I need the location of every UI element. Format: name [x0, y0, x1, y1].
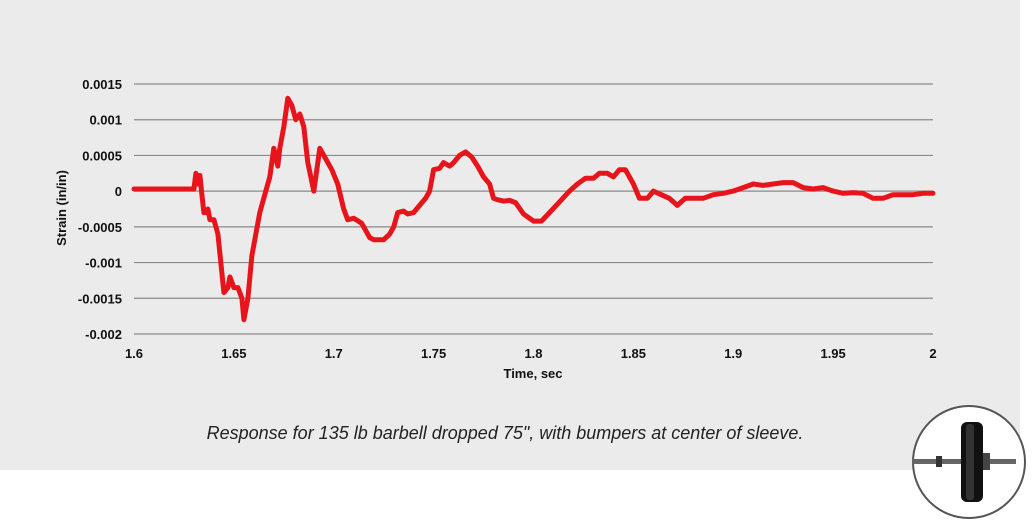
- y-tick-label: -0.0005: [78, 220, 122, 235]
- x-tick-label: 1.7: [325, 346, 343, 361]
- y-tick-label: -0.0015: [78, 291, 122, 306]
- chart-caption: Response for 135 lb barbell dropped 75",…: [206, 423, 804, 443]
- strain-chart: 0.0015 0.001 0.0005 0 -0.0005 -0.001 -0.0015 -0…: [54, 77, 937, 381]
- y-tick-label: -0.002: [85, 327, 122, 342]
- y-tick-label: 0.001: [89, 113, 122, 128]
- y-tick-label: 0.0015: [82, 77, 122, 92]
- x-tick-label: 1.9: [724, 346, 742, 361]
- barbell-thumbnail-icon: [912, 405, 1026, 519]
- x-tick-labels: 1.6 1.65 1.7 1.75 1.8 1.85 1.9 1.95 2: [125, 346, 937, 361]
- x-tick-label: 1.85: [621, 346, 646, 361]
- y-axis-title: Strain (in/in): [54, 170, 69, 246]
- x-tick-label: 1.8: [524, 346, 542, 361]
- x-tick-label: 1.75: [421, 346, 446, 361]
- grid-lines: [134, 83, 933, 335]
- x-tick-label: 1.65: [221, 346, 246, 361]
- y-tick-label: 0: [115, 184, 122, 199]
- x-tick-label: 1.95: [820, 346, 845, 361]
- chart-panel: [0, 0, 1020, 470]
- x-axis-title: Time, sec: [503, 366, 562, 381]
- y-tick-label: 0.0005: [82, 148, 122, 163]
- x-tick-label: 1.6: [125, 346, 143, 361]
- strain-series-line: [131, 95, 936, 323]
- y-tick-labels: 0.0015 0.001 0.0005 0 -0.0005 -0.001 -0.0015 -0…: [78, 77, 122, 342]
- x-tick-label: 2: [929, 346, 936, 361]
- y-tick-label: -0.001: [85, 256, 122, 271]
